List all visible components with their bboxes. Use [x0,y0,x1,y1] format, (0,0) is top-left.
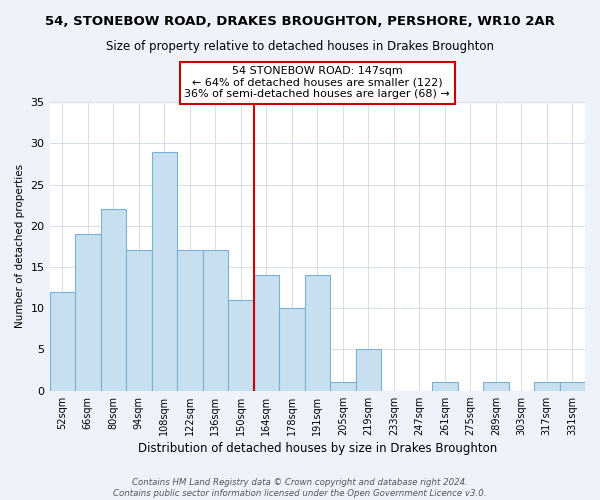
Bar [560,382,585,390]
Bar [254,275,279,390]
Bar [50,292,75,390]
Bar [177,250,203,390]
Bar [279,308,305,390]
X-axis label: Distribution of detached houses by size in Drakes Broughton: Distribution of detached houses by size … [137,442,497,455]
Text: Size of property relative to detached houses in Drakes Broughton: Size of property relative to detached ho… [106,40,494,53]
Bar [101,210,126,390]
Bar [126,250,152,390]
Bar [305,275,330,390]
Bar [75,234,101,390]
Bar [228,300,254,390]
Bar [152,152,177,390]
Bar [432,382,458,390]
Text: Contains HM Land Registry data © Crown copyright and database right 2024.
Contai: Contains HM Land Registry data © Crown c… [113,478,487,498]
Bar [483,382,509,390]
Bar [330,382,356,390]
Bar [356,350,381,391]
Text: 54, STONEBOW ROAD, DRAKES BROUGHTON, PERSHORE, WR10 2AR: 54, STONEBOW ROAD, DRAKES BROUGHTON, PER… [45,15,555,28]
Bar [534,382,560,390]
Text: 54 STONEBOW ROAD: 147sqm
← 64% of detached houses are smaller (122)
36% of semi-: 54 STONEBOW ROAD: 147sqm ← 64% of detach… [184,66,450,99]
Bar [203,250,228,390]
Y-axis label: Number of detached properties: Number of detached properties [15,164,25,328]
